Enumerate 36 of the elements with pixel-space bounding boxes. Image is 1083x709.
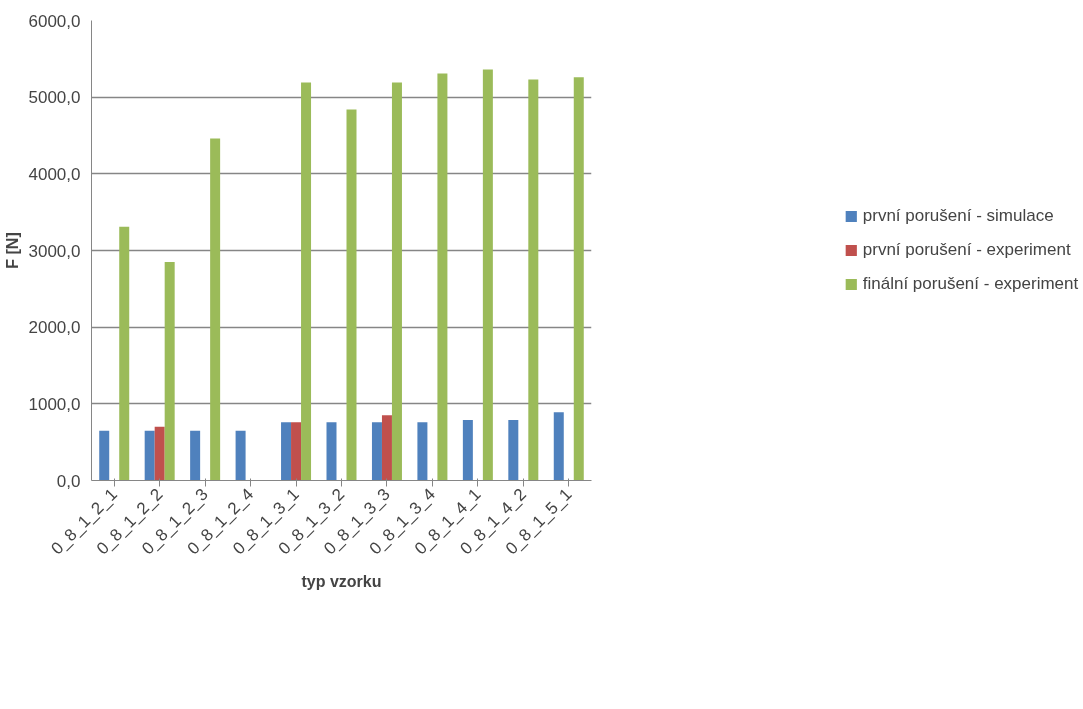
bar — [371, 422, 382, 481]
bar — [235, 430, 246, 481]
y-tick-label: 4000,0 — [28, 164, 81, 184]
bar — [553, 412, 564, 481]
y-tick-label: 1000,0 — [28, 394, 81, 414]
bar — [326, 422, 337, 481]
bar — [154, 426, 165, 481]
bar — [301, 82, 312, 481]
y-tick-label: 3000,0 — [28, 241, 81, 261]
legend-label: první porušení - experiment — [862, 240, 1071, 260]
bar — [291, 422, 302, 481]
bar — [99, 430, 110, 481]
bar — [391, 82, 402, 481]
bar — [462, 419, 473, 481]
bar — [437, 73, 448, 481]
bar — [144, 430, 155, 481]
bar — [346, 109, 357, 481]
y-tick-label: 5000,0 — [28, 88, 81, 108]
y-tick-label: 6000,0 — [28, 11, 81, 31]
legend-label: finální porušení - experiment — [862, 274, 1079, 294]
bar — [417, 422, 428, 481]
bar — [508, 419, 519, 481]
bar — [381, 415, 392, 481]
bar — [528, 79, 539, 481]
bar — [190, 430, 201, 481]
y-tick-label: 0,0 — [56, 471, 81, 491]
bar — [573, 77, 584, 481]
bar — [164, 262, 175, 481]
y-tick-label: 2000,0 — [28, 318, 81, 338]
bar — [482, 69, 493, 481]
y-axis-title: F [N] — [3, 232, 21, 269]
bar — [281, 422, 292, 481]
legend-label: první porušení - simulace — [862, 206, 1054, 226]
bar — [119, 226, 130, 481]
bar — [210, 138, 221, 481]
x-axis-title: typ vzorku — [301, 573, 382, 591]
